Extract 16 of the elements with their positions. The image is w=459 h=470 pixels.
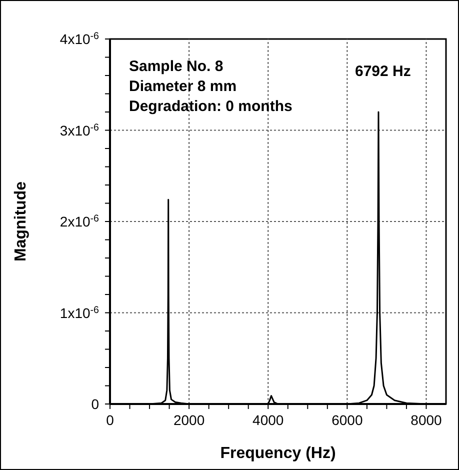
x-tick-label: 8000 [410, 412, 442, 428]
x-axis-title: Frequency (Hz) [220, 445, 336, 462]
y-tick-label: 2x10$^{-6}$ [60, 213, 100, 230]
y-tick-label: 0 [91, 396, 100, 412]
x-tick-label: 2000 [173, 412, 205, 428]
x-tick-label: 4000 [252, 412, 284, 428]
y-tick-label: 3x10$^{-6}$ [60, 122, 100, 138]
x-tick-label: 6000 [332, 412, 363, 428]
y-tick-label: 1x10$^{-6}$ [60, 304, 100, 321]
y-tick-label: 4x10$^{-6}$ [60, 30, 100, 47]
x-tick-label: 0 [106, 412, 114, 428]
y-axis-title: Magnitude [12, 181, 30, 262]
annotation: Sample No. 8 [129, 57, 224, 77]
annotation: 6792 Hz [355, 62, 411, 82]
annotation: Diameter 8 mm [129, 77, 238, 97]
annotation: Degradation: 0 months [129, 97, 292, 117]
